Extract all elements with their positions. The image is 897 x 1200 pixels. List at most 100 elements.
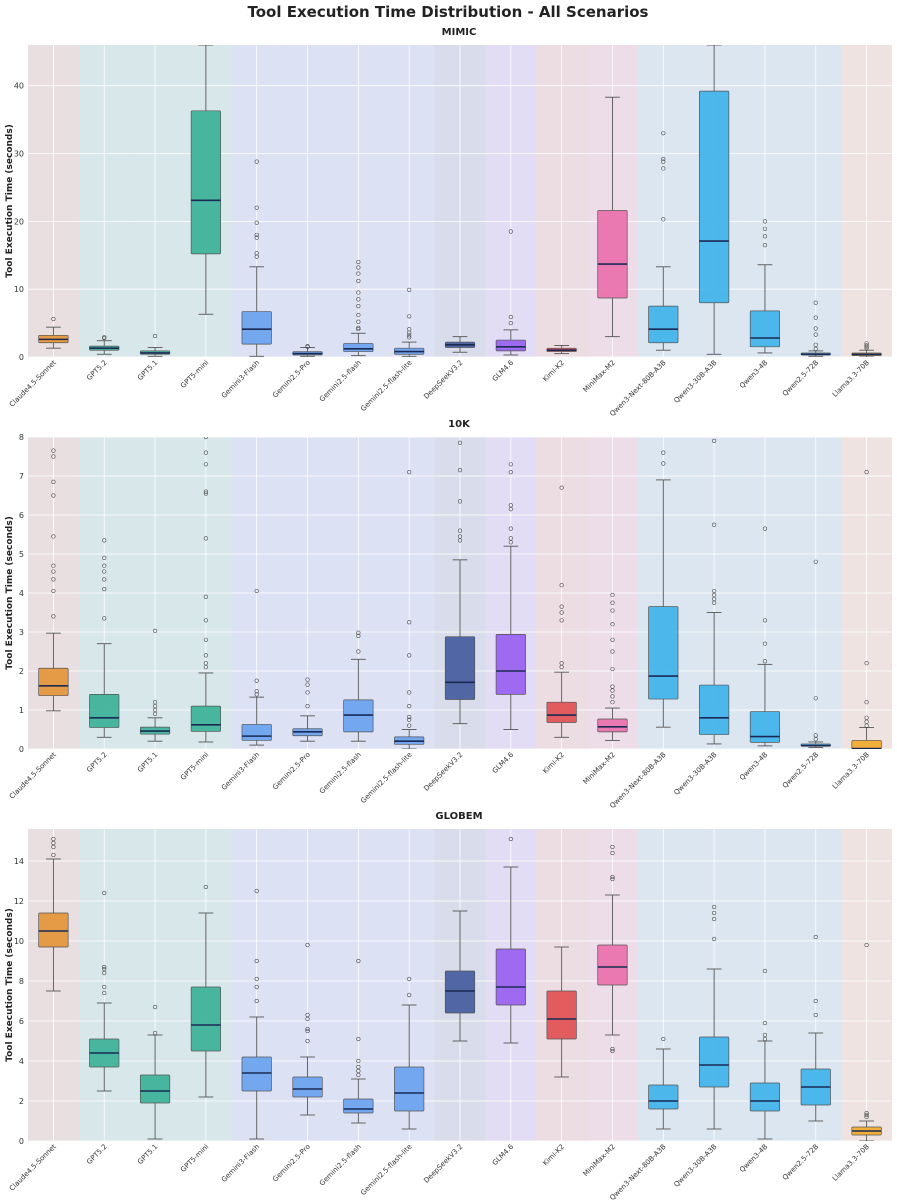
y-tick-label: 0 [19, 745, 24, 754]
box-iqr [495, 948, 526, 1006]
outlier-point [813, 998, 818, 1004]
box-gemini2-5-pro [292, 677, 323, 742]
box-gemini2-5-pro [292, 942, 323, 1116]
x-tick-label: GLM4.6 [491, 750, 516, 775]
box-iqr [546, 990, 577, 1040]
y-tick-label: 10 [14, 937, 24, 946]
outlier-point [254, 976, 259, 982]
outlier-point [508, 507, 513, 512]
box-iqr [190, 110, 221, 255]
outlier-point [203, 618, 208, 623]
outlier-point [51, 569, 56, 574]
outlier-point [610, 600, 615, 605]
outlier-point [356, 304, 361, 309]
outlier-point [51, 493, 56, 498]
outlier-point [254, 220, 259, 225]
outlier-point [864, 470, 869, 475]
x-tick-label: Qwen3-30B-A3B [673, 751, 719, 797]
box-kimi-k2 [546, 345, 577, 355]
y-tick-label: 8 [19, 433, 24, 442]
box-gemini3-flash [241, 888, 272, 1140]
x-tick-label: DeepSeekV3.2 [422, 359, 464, 401]
outlier-point [661, 1036, 666, 1042]
y-axis-label-globem: Tool Execution Time (seconds) [5, 908, 15, 1062]
box-qwen3-4b [749, 968, 781, 1140]
outlier-point [712, 600, 717, 605]
box-qwen3-30b-a3b [699, 904, 730, 1130]
panel-title-globem: GLOBEM [435, 811, 482, 822]
x-tick-label: GPT5.1 [136, 1143, 159, 1166]
outlier-point [51, 844, 56, 850]
outlier-point [51, 852, 56, 858]
outlier-point [813, 696, 818, 701]
outlier-point [864, 942, 869, 948]
outlier-point [152, 711, 158, 717]
outlier-point [254, 205, 259, 210]
box-iqr [495, 633, 526, 695]
box-llama3-3-70b [851, 942, 882, 1141]
y-tick-label: 5 [19, 550, 24, 559]
plot-area-10k [28, 437, 892, 749]
x-tick-label: Qwen3-4B [738, 1143, 769, 1174]
outlier-point [559, 618, 564, 623]
outlier-point [407, 714, 412, 720]
outlier-point [508, 314, 513, 320]
x-tick-label: Qwen3-30B-A3B [673, 1143, 719, 1189]
outlier-point [508, 229, 513, 234]
box-iqr [394, 1066, 425, 1112]
outlier-point [51, 836, 56, 842]
outlier-point [356, 271, 361, 276]
outlier-point [305, 677, 310, 682]
outlier-point [254, 232, 259, 238]
outlier-point [610, 666, 615, 672]
outlier-point [305, 690, 310, 695]
y-tick-label: 0 [19, 1137, 24, 1146]
x-tick-label: Kimi-K2 [541, 359, 566, 384]
x-tick-label: Qwen3-4B [738, 359, 769, 390]
box-gemini2-5-flash-lite [394, 470, 425, 749]
x-tick-label: Gemini2.5-flash-lite [359, 1143, 413, 1197]
box-minimax-m2 [597, 844, 628, 1054]
box-iqr [241, 1056, 272, 1092]
box-glm4-6 [495, 462, 526, 730]
outlier-point [508, 320, 513, 326]
outlier-point [203, 536, 208, 541]
outlier-point [661, 450, 666, 455]
outlier-point [407, 992, 412, 998]
y-tick-label: 14 [14, 857, 24, 866]
x-tick-label: Gemini2.5-Pro [271, 1143, 312, 1184]
y-tick-label: 40 [14, 82, 24, 91]
box-gemini2-5-pro [292, 344, 323, 357]
outlier-point [661, 156, 666, 162]
figure-title: Tool Execution Time Distribution - All S… [248, 3, 649, 21]
outlier-point [407, 287, 412, 292]
box-qwen3-next-80b-a3b [648, 450, 679, 728]
outlier-point [407, 327, 412, 332]
x-tick-label: Qwen2.5-72B [781, 1143, 820, 1182]
box-iqr [851, 740, 882, 749]
outlier-point [813, 315, 818, 320]
outlier-point [813, 733, 818, 738]
outlier-point [203, 489, 208, 494]
outlier-point [305, 682, 310, 687]
box-qwen3-30b-a3b [699, 45, 730, 355]
box-llama3-3-70b [851, 470, 882, 749]
outlier-point [407, 620, 412, 625]
outlier-point [762, 242, 768, 248]
outlier-point [712, 910, 717, 916]
box-minimax-m2 [597, 592, 628, 741]
outlier-point [813, 346, 818, 351]
outlier-point [407, 976, 412, 982]
y-tick-label: 6 [19, 511, 24, 520]
outlier-point [762, 618, 768, 623]
box-iqr [444, 636, 476, 700]
box-minimax-m2 [597, 96, 628, 338]
outlier-point [203, 653, 208, 658]
box-iqr [241, 311, 272, 345]
outlier-point [610, 592, 615, 598]
outlier-point [610, 850, 615, 856]
box-iqr [597, 718, 628, 733]
x-tick-label: GPT5.1 [136, 751, 159, 774]
box-gemini2-5-flash [343, 259, 374, 357]
